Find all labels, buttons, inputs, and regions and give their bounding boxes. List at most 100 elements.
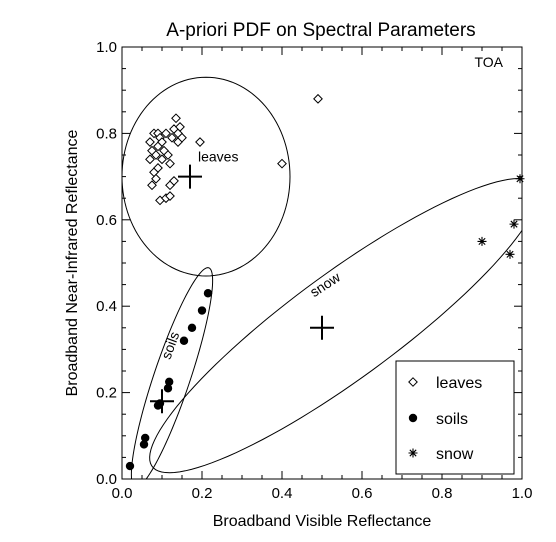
point-leaves-25-shape (169, 176, 179, 186)
point-leaves-4-shape (151, 150, 161, 160)
point-leaves-30 (195, 137, 205, 147)
x-tick-label-4: 0.8 (432, 485, 453, 502)
point-leaves-23-shape (151, 173, 161, 184)
point-leaves-15 (171, 113, 181, 124)
point-leaves-32-shape (313, 93, 323, 104)
legend-label-soils: soils (436, 411, 468, 428)
point-soils-7-shape (179, 336, 189, 345)
point-leaves-7 (157, 154, 167, 165)
center-cross-leaves (178, 164, 202, 189)
annotation-soils: soils (158, 329, 183, 361)
y-tick-label-3: 0.6 (96, 212, 117, 229)
point-leaves-23 (151, 173, 161, 184)
ticks-layer: 0.0 0.2 0.4 0.6 0.8 1.0 0.0 0.2 0.4 0.6 0.8 1.0 (96, 39, 532, 502)
point-leaves-28-shape (165, 191, 175, 201)
point-leaves-29-shape (145, 154, 155, 165)
point-snow-2 (509, 219, 519, 229)
point-leaves-12-shape (165, 158, 175, 169)
point-soils-5-shape (163, 384, 173, 393)
center-cross-soils (150, 389, 174, 414)
point-leaves-12 (165, 158, 175, 169)
legend-marker-soils (408, 413, 418, 423)
point-soils-8 (187, 323, 197, 332)
point-snow-3 (515, 174, 525, 184)
point-soils-9 (197, 306, 207, 315)
legend-marker-leaves-shape (408, 377, 418, 387)
point-leaves-19-shape (177, 132, 187, 143)
annotation-snow: snow (307, 268, 344, 300)
x-tick-label-1: 0.2 (192, 485, 213, 502)
point-soils-8-shape (187, 323, 197, 332)
point-snow-0 (477, 236, 487, 246)
point-leaves-11 (163, 150, 173, 160)
point-leaves-32 (313, 93, 323, 104)
point-leaves-31-shape (277, 158, 287, 169)
point-leaves-9 (157, 137, 167, 147)
point-leaves-7-shape (157, 154, 167, 165)
legend: leaves soils snow (395, 360, 515, 475)
point-leaves-9-shape (157, 137, 167, 147)
point-leaves-29 (145, 154, 155, 165)
point-leaves-18 (175, 122, 185, 132)
point-soils-5 (163, 384, 173, 393)
point-leaves-25 (169, 176, 179, 186)
point-soils-1-shape (139, 440, 149, 449)
point-leaves-18-shape (175, 122, 185, 132)
point-leaves-10-shape (161, 128, 171, 139)
point-snow-2-shape (509, 219, 519, 229)
point-leaves-19 (177, 132, 187, 143)
point-soils-7 (179, 336, 189, 345)
point-leaves-22-shape (147, 180, 157, 191)
point-soils-9-shape (197, 306, 207, 315)
point-leaves-13 (167, 132, 177, 143)
chart-title: A-priori PDF on Spectral Parameters (166, 20, 475, 41)
point-snow-1 (505, 249, 515, 259)
point-soils-2 (141, 433, 150, 443)
point-soils-10 (203, 289, 213, 298)
point-leaves-21-shape (153, 163, 163, 173)
x-tick-label-5: 1.0 (512, 485, 533, 502)
y-tick-label-2: 0.4 (96, 298, 117, 315)
point-soils-0 (125, 461, 135, 471)
point-soils-6 (165, 377, 174, 386)
point-leaves-15-shape (171, 113, 181, 124)
point-soils-6-shape (165, 377, 174, 386)
point-soils-10-shape (203, 289, 213, 298)
point-leaves-4 (151, 150, 161, 160)
point-soils-1 (139, 440, 149, 449)
x-tick-label-2: 0.4 (272, 485, 293, 502)
annotations-layer: leaves soils snow (158, 148, 344, 361)
centers-layer (150, 164, 334, 414)
point-snow-3-shape (515, 174, 525, 184)
point-snow-1-shape (505, 249, 515, 259)
ellipse-snow (149, 178, 522, 474)
point-leaves-13-shape (167, 132, 177, 143)
points-layer (125, 93, 525, 471)
ellipse-leaves (122, 76, 291, 277)
point-leaves-0-shape (145, 137, 155, 147)
point-leaves-21 (153, 163, 163, 173)
y-tick-label-0: 0.0 (96, 471, 117, 488)
legend-marker-soils-shape (408, 413, 418, 423)
point-leaves-30-shape (195, 137, 205, 147)
y-tick-label-1: 0.2 (96, 385, 117, 402)
ellipses-layer (122, 76, 522, 479)
legend-marker-snow-shape (408, 448, 418, 458)
legend-marker-leaves (408, 377, 418, 387)
legend-label-snow: snow (436, 446, 474, 463)
point-leaves-31 (277, 158, 287, 169)
ellipse-soils (130, 267, 214, 479)
annotation-leaves: leaves (198, 148, 238, 164)
legend-marker-snow (408, 448, 418, 458)
point-soils-0-shape (125, 461, 135, 471)
point-soils-2-shape (141, 433, 150, 443)
point-leaves-10 (161, 128, 171, 139)
x-tick-label-3: 0.6 (352, 485, 373, 502)
x-tick-label-0: 0.0 (112, 485, 133, 502)
legend-label-leaves: leaves (436, 375, 482, 392)
point-leaves-0 (145, 137, 155, 147)
point-leaves-22 (147, 180, 157, 191)
corner-label-toa: TOA (474, 54, 503, 70)
center-cross-snow (310, 315, 334, 340)
y-axis-label: Broadband Near-Infrared Reflectance (64, 129, 81, 396)
